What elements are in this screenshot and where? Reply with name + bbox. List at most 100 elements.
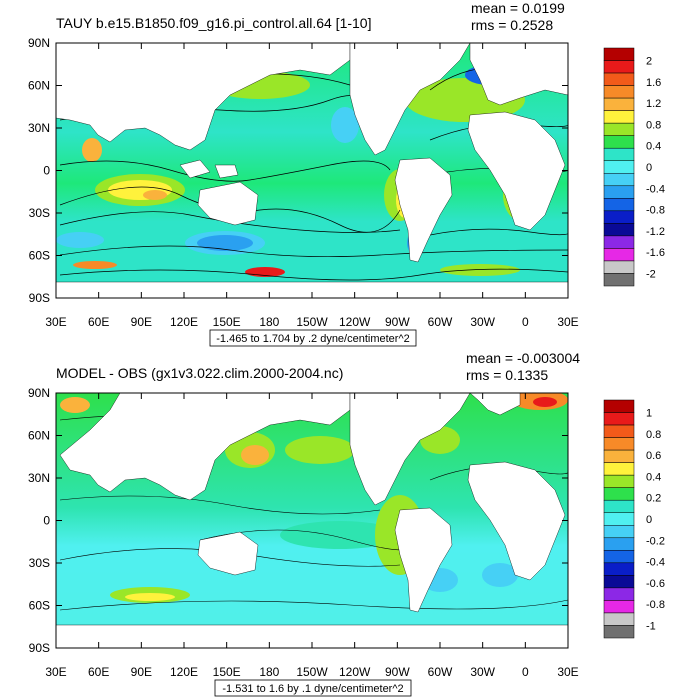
- colorbar-swatch: [603, 273, 635, 287]
- colorbar-label: -2: [646, 268, 656, 280]
- colorbar-label: -0.4: [646, 557, 665, 569]
- colorbar-label: -1.6: [646, 247, 665, 259]
- lon-tick-label: 180: [259, 665, 279, 679]
- colorbar-swatch: [603, 223, 635, 237]
- colorbar-label: 0.4: [646, 471, 661, 483]
- colorbar-label: 0: [646, 162, 652, 174]
- colorbar-label: 2: [646, 56, 652, 68]
- lon-tick-label: 150E: [213, 665, 241, 679]
- colorbar-swatch: [603, 235, 635, 249]
- colorbar-swatch: [603, 173, 635, 187]
- lat-tick-label: 90N: [28, 36, 50, 50]
- lat-tick-label: 30N: [28, 121, 50, 135]
- colorbar-swatch: [603, 198, 635, 212]
- lat-tick-label: 30N: [28, 471, 50, 485]
- colorbar-label: -0.2: [646, 535, 665, 547]
- lon-tick-label: 90E: [131, 315, 152, 329]
- colorbar-swatch: [603, 487, 635, 501]
- colorbar-swatch: [603, 97, 635, 111]
- panel-1-lon-axis: 30E 60E 90E 120E 150E 180 150W 120W 90W 60W 30W 0 30…: [45, 43, 579, 329]
- colorbar-label: -0.8: [646, 205, 665, 217]
- lon-tick-label: 30E: [557, 665, 578, 679]
- colorbar-label: 0.4: [646, 141, 661, 153]
- panel-1-title: TAUY b.e15.B1850.f09_g16.pi_control.all.…: [56, 15, 371, 31]
- colorbar-swatch: [603, 550, 635, 564]
- lat-tick-label: 0: [43, 164, 50, 178]
- colorbar-swatch: [603, 499, 635, 513]
- colorbar-swatch: [603, 412, 635, 426]
- lon-tick-label: 90E: [131, 665, 152, 679]
- lon-tick-label: 120E: [170, 665, 198, 679]
- lon-tick-label: 60W: [428, 665, 453, 679]
- colorbar-swatch: [603, 185, 635, 199]
- colorbar-swatch: [603, 399, 635, 413]
- panel-2-title: MODEL - OBS (gx1v3.022.clim.2000-2004.nc…: [56, 365, 343, 381]
- colorbar-swatch: [603, 474, 635, 488]
- colorbar-swatch: [603, 562, 635, 576]
- lon-tick-label: 0: [522, 665, 529, 679]
- colorbar-swatch: [603, 248, 635, 262]
- panel-2-mean: mean = -0.003004: [466, 350, 580, 366]
- colorbar-label: 1.2: [646, 98, 661, 110]
- colorbar-swatch: [603, 575, 635, 589]
- colorbar-swatch: [603, 210, 635, 224]
- lat-tick-label: 90S: [29, 291, 50, 305]
- colorbar-swatch: [603, 612, 635, 626]
- lon-tick-label: 60W: [428, 315, 453, 329]
- colorbar-swatch: [603, 424, 635, 438]
- panel-model-minus-obs: MODEL - OBS (gx1v3.022.clim.2000-2004.nc…: [28, 350, 665, 697]
- colorbar-swatch: [603, 135, 635, 149]
- colorbar-label: 0.2: [646, 493, 661, 505]
- colorbar-label: -0.4: [646, 183, 665, 195]
- colorbar-swatch: [603, 587, 635, 601]
- lon-tick-label: 0: [522, 315, 529, 329]
- colorbar-label: 1.6: [646, 77, 661, 89]
- lat-tick-label: 30S: [29, 556, 50, 570]
- colorbar-swatch: [603, 625, 635, 639]
- colorbar-label: -0.6: [646, 578, 665, 590]
- colorbar-label: -1.2: [646, 226, 665, 238]
- lon-tick-label: 30W: [470, 315, 495, 329]
- lon-tick-label: 90W: [385, 315, 410, 329]
- lon-tick-label: 150E: [213, 315, 241, 329]
- lon-tick-label: 60E: [88, 665, 109, 679]
- colorbar-label: 0.6: [646, 450, 661, 462]
- colorbar-swatch: [603, 160, 635, 174]
- lon-tick-label: 180: [259, 315, 279, 329]
- colorbar-swatch: [603, 60, 635, 74]
- panel-1-colorbar: 2 1.6 1.2 0.8 0.4 0 -0.4 -0.8 -1.2 -1.6 -2: [603, 47, 665, 287]
- colorbar-swatch: [603, 110, 635, 124]
- lat-tick-label: 0: [43, 514, 50, 528]
- colorbar-label: 0.8: [646, 119, 661, 131]
- colorbar-swatch: [603, 47, 635, 61]
- lat-tick-label: 60S: [29, 249, 50, 263]
- colorbar-label: 0: [646, 514, 652, 526]
- colorbar-label: 0.8: [646, 429, 661, 441]
- colorbar-swatch: [603, 437, 635, 451]
- colorbar-swatch: [603, 85, 635, 99]
- colorbar-swatch: [603, 600, 635, 614]
- lon-tick-label: 120W: [339, 315, 371, 329]
- colorbar-swatch: [603, 122, 635, 136]
- colorbar-swatch: [603, 72, 635, 86]
- lat-tick-label: 60N: [28, 429, 50, 443]
- colorbar-label: -0.8: [646, 599, 665, 611]
- lon-tick-label: 120W: [339, 665, 371, 679]
- panel-2-rms: rms = 0.1335: [466, 367, 548, 383]
- lat-tick-label: 90S: [29, 641, 50, 655]
- colorbar-swatch: [603, 537, 635, 551]
- lat-tick-label: 60N: [28, 79, 50, 93]
- panel-2-lat-axis: 90N 60N 30N 0 30S 60S 90S: [28, 386, 568, 655]
- colorbar-swatch: [603, 260, 635, 274]
- lon-tick-label: 30E: [45, 665, 66, 679]
- lon-tick-label: 30E: [557, 315, 578, 329]
- panel-tauy: TAUY b.e15.B1850.f09_g16.pi_control.all.…: [28, 0, 665, 347]
- lon-tick-label: 90W: [385, 665, 410, 679]
- map-2: [56, 393, 568, 648]
- colorbar-swatch: [603, 462, 635, 476]
- lon-tick-label: 150W: [296, 665, 328, 679]
- panel-1-mean: mean = 0.0199: [471, 0, 565, 16]
- lon-tick-label: 120E: [170, 315, 198, 329]
- colorbar-label: -1: [646, 620, 656, 632]
